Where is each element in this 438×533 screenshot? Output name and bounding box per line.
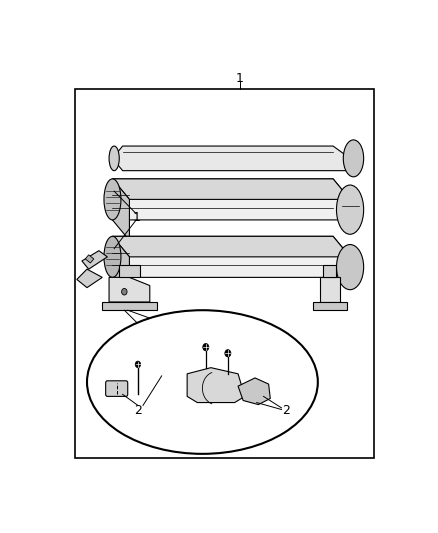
Polygon shape	[187, 368, 245, 402]
Bar	[75, 88, 374, 458]
Polygon shape	[109, 277, 150, 302]
Ellipse shape	[87, 310, 318, 454]
Text: 1: 1	[132, 212, 140, 224]
Polygon shape	[113, 236, 130, 298]
Ellipse shape	[104, 179, 121, 220]
Polygon shape	[113, 179, 350, 220]
Polygon shape	[113, 236, 350, 257]
Polygon shape	[320, 277, 340, 302]
Ellipse shape	[109, 146, 119, 171]
Polygon shape	[113, 146, 350, 171]
Polygon shape	[85, 255, 94, 263]
Ellipse shape	[336, 245, 364, 289]
Circle shape	[203, 343, 209, 351]
Polygon shape	[113, 236, 350, 277]
Polygon shape	[77, 269, 102, 288]
Polygon shape	[113, 179, 350, 199]
Polygon shape	[113, 179, 130, 240]
Circle shape	[225, 350, 231, 357]
Text: 1: 1	[236, 72, 244, 85]
Ellipse shape	[336, 185, 364, 235]
Polygon shape	[82, 251, 107, 269]
Polygon shape	[313, 302, 346, 310]
Polygon shape	[102, 302, 156, 310]
Polygon shape	[119, 265, 140, 277]
Ellipse shape	[104, 236, 121, 277]
Circle shape	[135, 361, 141, 368]
Circle shape	[122, 288, 127, 295]
Polygon shape	[323, 265, 336, 277]
FancyBboxPatch shape	[106, 381, 128, 397]
Text: 2: 2	[134, 404, 142, 417]
Polygon shape	[238, 378, 270, 405]
Text: 2: 2	[282, 404, 290, 417]
Ellipse shape	[343, 140, 364, 177]
